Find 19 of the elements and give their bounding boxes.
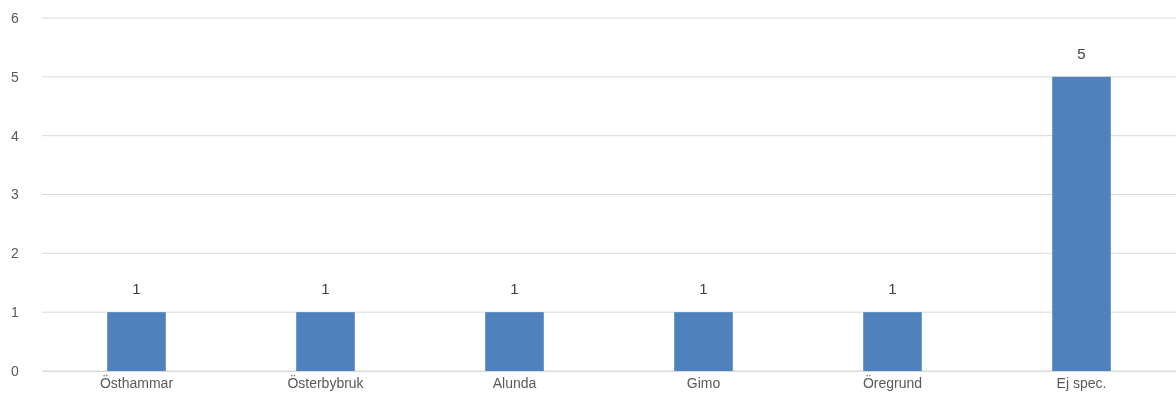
x-tick-label: Gimo	[686, 375, 721, 391]
y-tick-label: 5	[11, 68, 20, 85]
y-tick-label: 6	[11, 9, 20, 26]
data-label: 5	[1077, 44, 1086, 62]
x-tick-label: Öregrund	[862, 374, 923, 391]
x-tick-label: Österbybruk	[287, 374, 365, 391]
data-label: 1	[321, 280, 330, 298]
data-label: 1	[510, 280, 519, 298]
x-tick-label: Ej spec.	[1056, 375, 1107, 391]
x-tick-label: Östhammar	[99, 374, 174, 391]
y-tick-label: 0	[11, 362, 20, 379]
y-tick-label: 4	[11, 127, 20, 144]
y-tick-label: 1	[11, 304, 20, 321]
data-label: 1	[699, 280, 708, 298]
data-label: 1	[888, 280, 897, 298]
x-tick-label: Alunda	[492, 375, 537, 391]
data-label: 1	[132, 280, 141, 298]
y-tick-label: 2	[11, 245, 20, 262]
y-tick-label: 3	[11, 186, 20, 203]
